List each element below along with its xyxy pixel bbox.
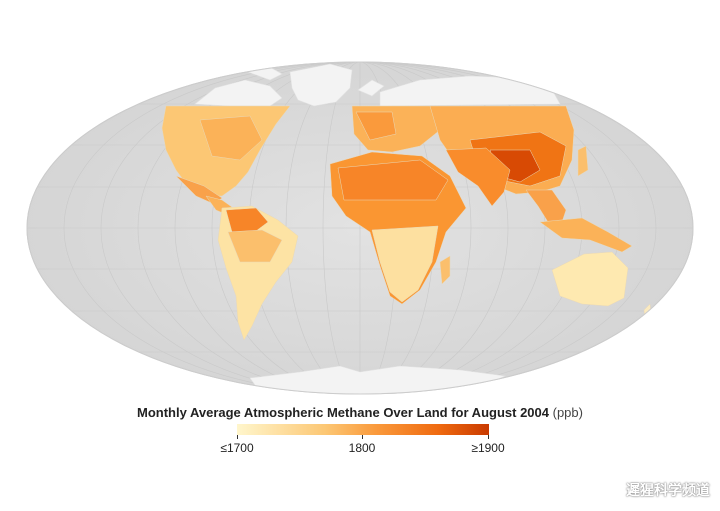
madagascar bbox=[439, 255, 451, 285]
color-scale-bar bbox=[237, 424, 489, 435]
map-unit: (ppb) bbox=[552, 405, 583, 420]
legend-tick-low bbox=[237, 435, 238, 439]
map-title: Monthly Average Atmospheric Methane Over… bbox=[137, 405, 549, 420]
world-map bbox=[26, 61, 694, 395]
australia bbox=[551, 251, 629, 307]
legend-tick-mid bbox=[362, 435, 363, 439]
map-caption: Monthly Average Atmospheric Methane Over… bbox=[0, 405, 720, 420]
legend-label-low: ≤1700 bbox=[220, 441, 254, 455]
legend-label-high: ≥1900 bbox=[471, 441, 505, 455]
watermark-text: 遲猩科学频道 bbox=[626, 482, 710, 498]
japan bbox=[577, 145, 589, 177]
legend-label-mid: 1800 bbox=[348, 441, 376, 455]
globe-outline bbox=[26, 61, 694, 395]
legend-tick-high bbox=[488, 435, 489, 439]
methane-land bbox=[161, 105, 653, 341]
south-asia bbox=[445, 147, 511, 207]
